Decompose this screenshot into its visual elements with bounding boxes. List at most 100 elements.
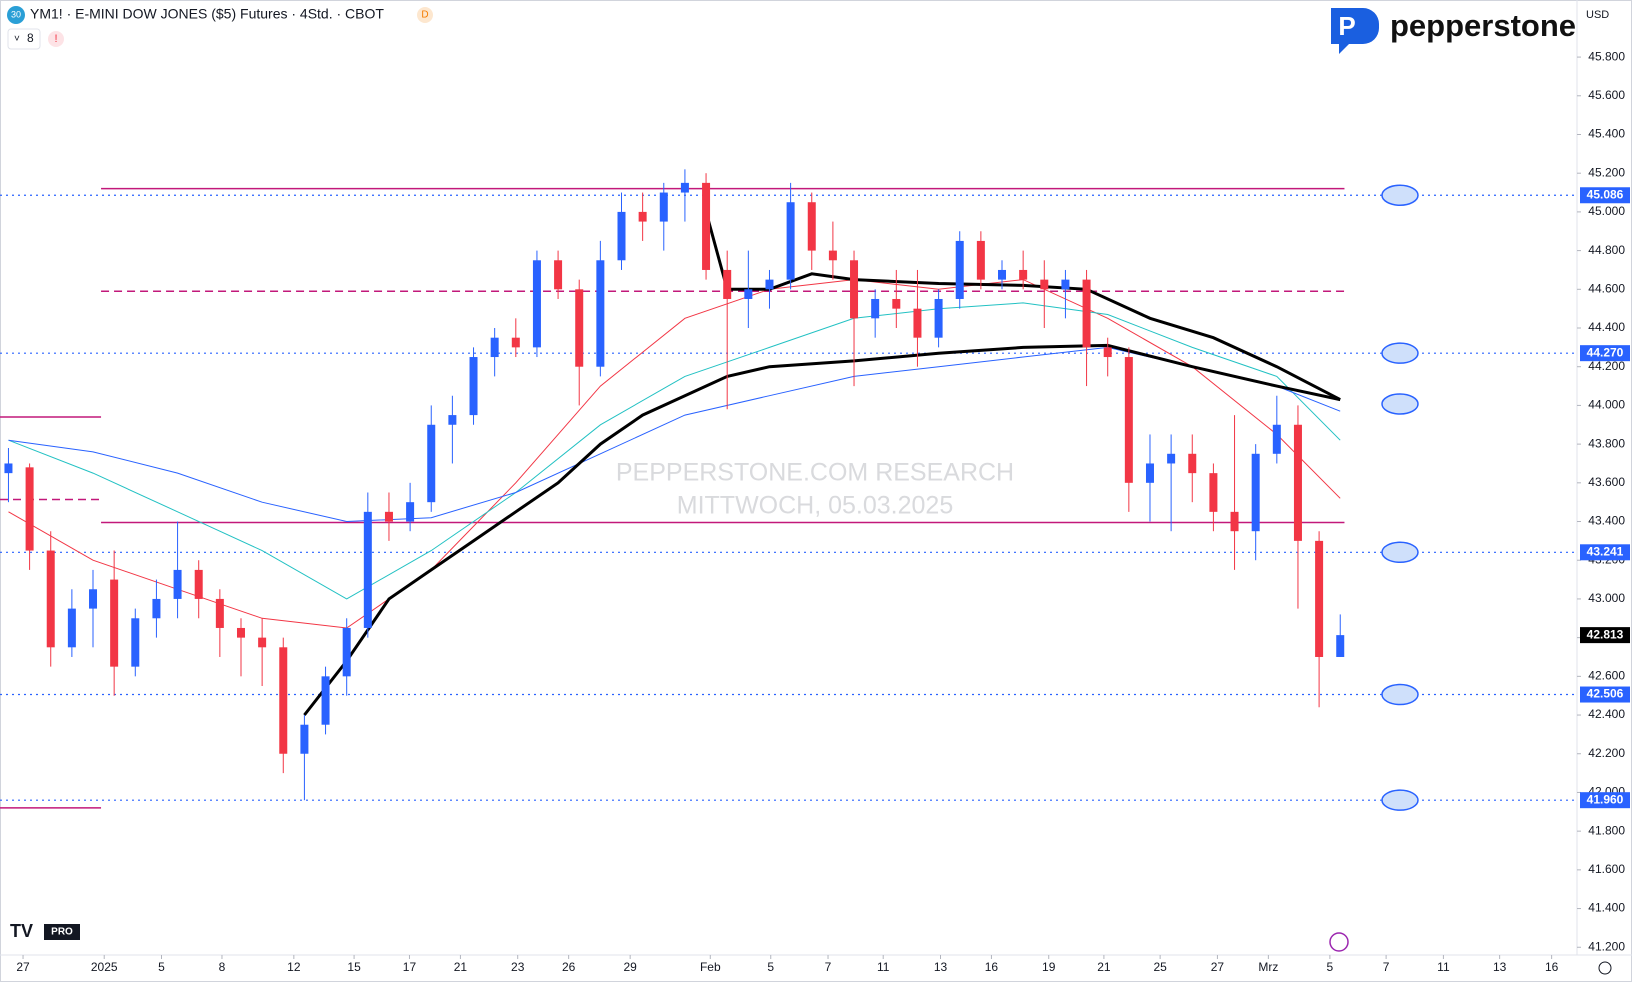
candle-body bbox=[680, 182, 689, 193]
candle-body bbox=[934, 298, 943, 338]
candle-body bbox=[427, 424, 436, 503]
y-tick-label: 43.000 bbox=[1588, 591, 1625, 605]
candle-body bbox=[110, 579, 119, 667]
candle-body bbox=[1145, 463, 1154, 483]
candle-body bbox=[384, 511, 393, 522]
y-tick-label: 44.800 bbox=[1588, 243, 1625, 257]
level-price-label: 42.506 bbox=[1587, 687, 1624, 701]
y-tick-label: 41.800 bbox=[1588, 823, 1625, 837]
y-tick-label: 45.600 bbox=[1588, 88, 1625, 102]
chevron: ˅ bbox=[14, 34, 20, 45]
alert-bg bbox=[48, 31, 64, 47]
candle-body bbox=[173, 569, 182, 599]
candle-body bbox=[363, 511, 372, 628]
x-tick-label: 13 bbox=[1493, 960, 1507, 974]
plot-area bbox=[0, 169, 1577, 811]
candle-body bbox=[1251, 453, 1260, 532]
candle-body bbox=[67, 608, 76, 648]
level-price-label: 43.241 bbox=[1587, 544, 1624, 558]
candle-body bbox=[46, 550, 55, 648]
candle-body bbox=[215, 598, 224, 628]
symbol-title[interactable]: YM1! · E-MINI DOW JONES ($5) Futures · 4… bbox=[30, 6, 384, 22]
tv-badge: PRO bbox=[51, 927, 73, 938]
moving-average bbox=[8, 302, 1341, 600]
x-tick-label: 11 bbox=[1437, 960, 1450, 974]
candle-body bbox=[871, 298, 880, 319]
lightning-button[interactable] bbox=[1329, 932, 1349, 952]
candle-body bbox=[236, 627, 245, 638]
moving-average bbox=[8, 279, 1341, 629]
annotation-ellipse bbox=[1381, 342, 1419, 364]
indicator-toggle[interactable] bbox=[7, 28, 41, 50]
candle-body bbox=[1019, 269, 1028, 280]
x-tick-label: 12 bbox=[287, 960, 301, 974]
x-tick-label: 15 bbox=[347, 960, 361, 974]
level-price-tag bbox=[1580, 686, 1630, 703]
brand-name: pepperstone bbox=[1390, 8, 1576, 43]
candle-body bbox=[1293, 424, 1302, 541]
currency[interactable]: USD bbox=[1586, 9, 1609, 21]
symbol-badge: 30 bbox=[11, 9, 21, 19]
candle-body bbox=[554, 260, 563, 290]
candle-body bbox=[342, 627, 351, 677]
x-tick-label: 25 bbox=[1153, 960, 1167, 974]
tv-logo: TV bbox=[10, 921, 33, 941]
settings-button[interactable] bbox=[1598, 961, 1612, 975]
candle-body bbox=[1082, 279, 1091, 348]
candle-body bbox=[998, 269, 1007, 280]
candle-body bbox=[1272, 424, 1281, 454]
candle-body bbox=[321, 676, 330, 725]
candle-body bbox=[850, 260, 859, 319]
y-tick-label: 44.000 bbox=[1588, 398, 1625, 412]
last-price-label: 42.813 bbox=[1587, 627, 1624, 641]
candle-body bbox=[1209, 473, 1218, 512]
level-price-label: 41.960 bbox=[1587, 792, 1624, 806]
candle-body bbox=[152, 598, 161, 619]
candle-body bbox=[258, 637, 267, 648]
y-tick-label: 42.200 bbox=[1588, 746, 1625, 760]
y-tick-label: 45.400 bbox=[1588, 127, 1625, 141]
candle-body bbox=[744, 289, 753, 299]
x-tick-label: 5 bbox=[158, 960, 165, 974]
y-tick-label: 41.400 bbox=[1588, 901, 1625, 915]
tv-badge-bg bbox=[44, 924, 80, 940]
level-price-tag bbox=[1580, 187, 1630, 204]
candle-body bbox=[892, 298, 901, 309]
candle-body bbox=[532, 260, 541, 348]
y-tick-label: 41.200 bbox=[1588, 939, 1625, 953]
candle-body bbox=[1315, 540, 1324, 657]
annotation-ellipse bbox=[1381, 184, 1419, 207]
x-tick-label: 11 bbox=[877, 960, 890, 974]
level-price-tag bbox=[1580, 345, 1630, 362]
candle-body bbox=[638, 211, 647, 222]
level-price-label: 45.086 bbox=[1587, 187, 1624, 201]
candle-body bbox=[575, 289, 584, 367]
candle-body bbox=[807, 202, 816, 251]
x-tick-label: 29 bbox=[623, 960, 637, 974]
indicator-count: 8 bbox=[27, 31, 34, 45]
watermark: MITTWOCH, 05.03.2025 bbox=[677, 492, 953, 520]
candle-body bbox=[955, 240, 964, 299]
x-tick-label: 27 bbox=[16, 960, 30, 974]
x-tick-label: 2025 bbox=[91, 960, 118, 974]
session-badge: D bbox=[421, 10, 428, 21]
x-tick-label: 27 bbox=[1211, 960, 1225, 974]
x-tick-label: 13 bbox=[934, 960, 948, 974]
x-tick-label: 16 bbox=[985, 960, 999, 974]
candle-body bbox=[1188, 453, 1197, 474]
x-tick-label: 19 bbox=[1042, 960, 1056, 974]
candle-body bbox=[1103, 347, 1112, 358]
candle-body bbox=[25, 467, 34, 551]
x-tick-label: 5 bbox=[767, 960, 774, 974]
y-tick-label: 44.400 bbox=[1588, 320, 1625, 334]
y-tick-label: 45.000 bbox=[1588, 204, 1625, 218]
alert-icon[interactable]: ! bbox=[54, 33, 57, 45]
x-tick-label: 26 bbox=[562, 960, 576, 974]
y-tick-label: 44.600 bbox=[1588, 281, 1625, 295]
annotation-ellipse bbox=[1381, 683, 1419, 706]
candle-body bbox=[913, 308, 922, 338]
y-tick-label: 45.800 bbox=[1588, 49, 1625, 63]
candle-body bbox=[300, 724, 309, 754]
level-price-tag bbox=[1580, 792, 1630, 809]
